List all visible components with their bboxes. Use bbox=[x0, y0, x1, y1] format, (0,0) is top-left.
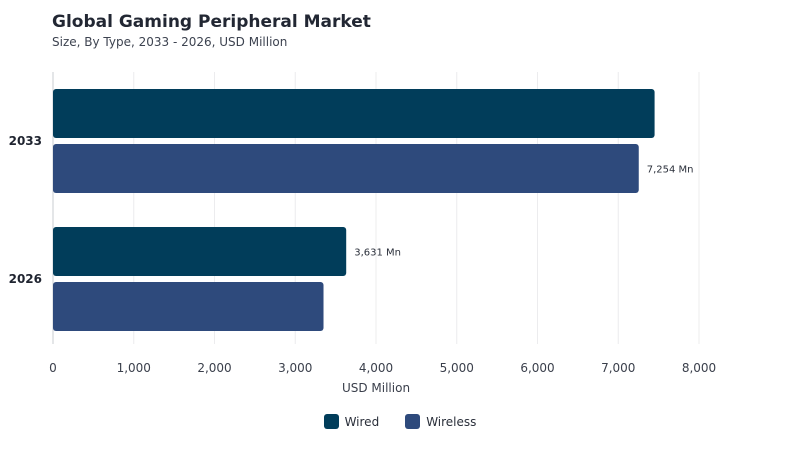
x-tick-label: 0 bbox=[49, 361, 57, 375]
legend-item-wireless[interactable]: Wireless bbox=[405, 414, 476, 429]
bar bbox=[53, 144, 639, 193]
legend-item-wired[interactable]: Wired bbox=[323, 414, 380, 429]
x-tick-label: 2,000 bbox=[197, 361, 231, 375]
bar bbox=[53, 282, 324, 331]
x-tick-label: 3,000 bbox=[278, 361, 312, 375]
x-tick-label: 7,000 bbox=[601, 361, 635, 375]
chart-subtitle: Size, By Type, 2033 - 2026, USD Million bbox=[52, 35, 288, 49]
chart-title: Global Gaming Peripheral Market bbox=[52, 12, 371, 32]
legend-label-wired: Wired bbox=[344, 414, 380, 429]
category-label: 2026 bbox=[9, 272, 42, 286]
legend-label-wireless: Wireless bbox=[426, 414, 477, 429]
x-tick-label: 1,000 bbox=[117, 361, 151, 375]
legend-swatch-wired bbox=[323, 414, 339, 429]
x-tick-label: 6,000 bbox=[520, 361, 554, 375]
bar-chart: 0 1,000 2,000 3,000 4,000 5,000 6,000 7,000 8,00… bbox=[9, 72, 716, 395]
x-tick-label: 4,000 bbox=[359, 361, 393, 375]
data-label: 7,254 Mn bbox=[647, 165, 694, 176]
bar bbox=[53, 89, 655, 138]
x-tick-label: 5,000 bbox=[440, 361, 474, 375]
x-tick-label: 8,000 bbox=[682, 361, 716, 375]
chart-legend: Wired Wireless bbox=[0, 414, 800, 429]
data-label: 3,631 Mn bbox=[354, 248, 401, 259]
legend-swatch-wireless bbox=[405, 414, 421, 429]
category-label: 2033 bbox=[9, 134, 42, 148]
bar bbox=[53, 227, 347, 276]
x-axis-label: USD Million bbox=[342, 381, 410, 395]
